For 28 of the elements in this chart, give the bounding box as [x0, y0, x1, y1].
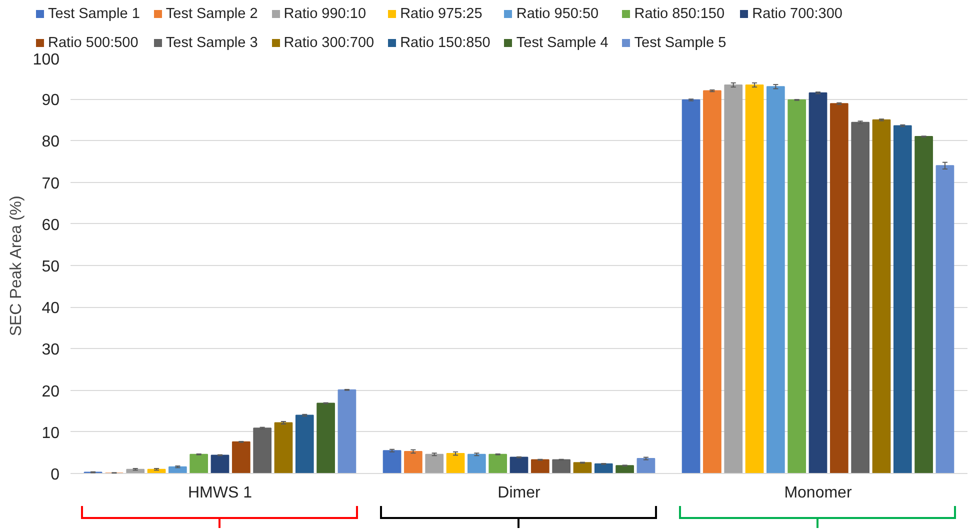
y-tick-label: 100 [32, 52, 60, 68]
y-tick-label: 10 [42, 424, 60, 442]
y-tick-label: 50 [42, 258, 60, 276]
x-tick-label: Monomer [784, 484, 852, 502]
legend-label: Ratio 950:50 [515, 5, 600, 24]
y-tick-label: 30 [42, 342, 60, 359]
y-tick-label: 40 [42, 300, 60, 318]
legend-label: Test Sample 2 [164, 5, 258, 24]
x-tick-label: Dimer [498, 484, 542, 502]
y-tick-label: 20 [42, 383, 60, 400]
y-axis-title: SEC Peak Area (%) [8, 196, 25, 336]
legend-label: Test Sample 5 [633, 34, 726, 53]
y-tick-label: 0 [50, 466, 60, 484]
legend-label: Ratio 300:700 [282, 34, 374, 53]
legend-label: Ratio 990:10 [282, 5, 368, 24]
legend-label: Ratio 975:25 [399, 5, 484, 24]
legend-label: Ratio 850:150 [633, 5, 726, 24]
legend-label: Ratio 500:500 [47, 34, 140, 53]
y-tick-label: 60 [42, 216, 60, 234]
x-tick-label: HMWS 1 [188, 484, 252, 502]
legend-label: Ratio 150:850 [399, 34, 490, 53]
y-tick-label: 70 [42, 175, 60, 192]
y-tick-label: 80 [42, 134, 60, 151]
legend-label: Test Sample 3 [164, 34, 258, 53]
legend-label: Test Sample 4 [515, 34, 608, 53]
y-tick-label: 90 [42, 92, 60, 110]
legend-label: Ratio 700:300 [751, 5, 842, 24]
legend-label: Test Sample 1 [47, 5, 140, 24]
